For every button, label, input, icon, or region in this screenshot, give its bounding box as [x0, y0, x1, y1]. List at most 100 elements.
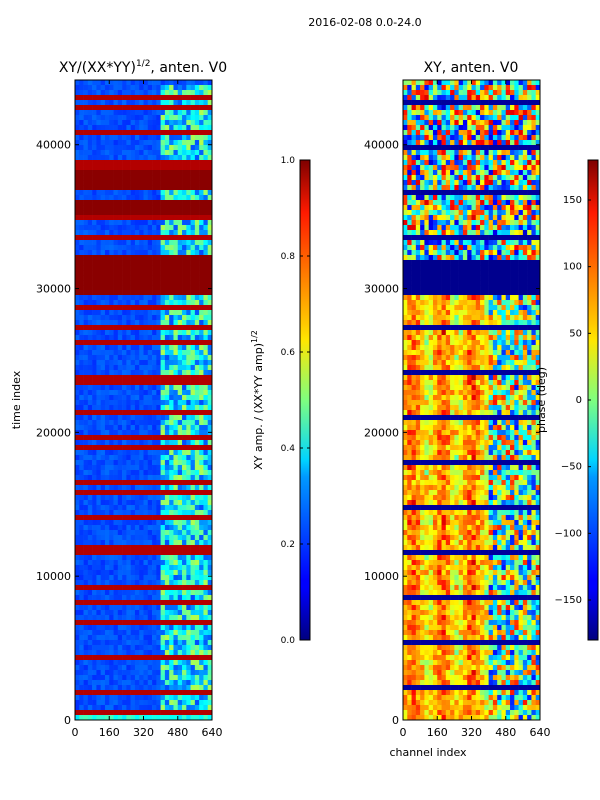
- amplitude-cell: [87, 285, 93, 291]
- phase-cell: [407, 170, 412, 176]
- amplitude-cell: [83, 255, 89, 261]
- amplitude-cell: [126, 265, 131, 271]
- amplitude-cell: [104, 375, 110, 381]
- amplitude-cell: [199, 645, 204, 651]
- phase-cell: [454, 100, 459, 106]
- amplitude-cell: [104, 335, 110, 341]
- phase-cell: [510, 125, 515, 131]
- phase-cell: [458, 145, 464, 151]
- amplitude-cell: [164, 155, 170, 161]
- phase-cell: [501, 155, 507, 161]
- amplitude-cell: [190, 85, 196, 91]
- amplitude-cell: [182, 590, 187, 596]
- amplitude-cell: [177, 230, 183, 236]
- amplitude-cell: [177, 355, 183, 361]
- amplitude-cell: [190, 165, 196, 171]
- amplitude-cell: [139, 540, 144, 546]
- amplitude-cell: [139, 160, 144, 166]
- amplitude-cell: [177, 345, 183, 351]
- amplitude-cell: [104, 300, 110, 306]
- amplitude-cell: [156, 405, 161, 411]
- amplitude-cell: [83, 665, 89, 671]
- phase-cell: [407, 130, 412, 136]
- amplitude-cell: [139, 390, 144, 396]
- amplitude-cell: [194, 375, 200, 381]
- amplitude-cell: [194, 365, 200, 371]
- amplitude-cell: [207, 105, 213, 111]
- amplitude-cell: [156, 105, 161, 111]
- amplitude-cell: [126, 545, 131, 551]
- amplitude-cell: [130, 635, 136, 641]
- phase-cell: [415, 105, 421, 111]
- amplitude-cell: [122, 110, 127, 116]
- amplitude-cell: [182, 125, 187, 131]
- amplitude-cell: [207, 495, 213, 501]
- amplitude-cell: [147, 595, 153, 601]
- amplitude-cell: [177, 115, 183, 121]
- amplitude-cell: [199, 200, 204, 206]
- amplitude-cell: [190, 635, 196, 641]
- amplitude-cell: [147, 705, 153, 711]
- amplitude-cell: [147, 170, 153, 176]
- amplitude-cell: [92, 85, 97, 91]
- amplitude-cell: [203, 325, 209, 331]
- phase-cell: [531, 85, 537, 91]
- phase-cell: [462, 135, 468, 141]
- phase-cell: [505, 180, 511, 186]
- amplitude-cell: [75, 85, 80, 91]
- amplitude-cell: [173, 420, 179, 426]
- amplitude-cell: [147, 535, 153, 541]
- amplitude-cell: [186, 110, 191, 116]
- amplitude-cell: [75, 140, 80, 146]
- amplitude-cell: [194, 440, 200, 446]
- amplitude-cell: [96, 665, 101, 671]
- amplitude-cell: [152, 645, 157, 651]
- amplitude-cell: [113, 215, 119, 221]
- amplitude-cell: [113, 670, 119, 676]
- amplitude-cell: [83, 445, 89, 451]
- phase-cell: [428, 200, 434, 206]
- phase-cell: [437, 205, 442, 211]
- amplitude-cell: [182, 695, 187, 701]
- phase-cell: [415, 165, 421, 171]
- amplitude-cell: [87, 355, 93, 361]
- amplitude-cell: [75, 510, 80, 516]
- phase-cell: [535, 145, 541, 151]
- amplitude-cell: [83, 435, 89, 441]
- amplitude-cell: [164, 605, 170, 611]
- phase-cell: [484, 170, 489, 176]
- amplitude-cell: [122, 460, 127, 466]
- phase-cell: [467, 130, 472, 136]
- amplitude-cell: [117, 355, 123, 361]
- amplitude-heatmap: [75, 80, 213, 721]
- phase-cell: [522, 135, 528, 141]
- phase-cell: [484, 155, 489, 161]
- phase-cell: [514, 185, 519, 191]
- phase-cell: [454, 80, 459, 86]
- amplitude-cell: [75, 125, 80, 131]
- phase-cell: [531, 185, 537, 191]
- amplitude-cell: [87, 695, 93, 701]
- phase-cell: [510, 175, 515, 181]
- amplitude-cell: [190, 485, 196, 491]
- amplitude-cell: [126, 610, 131, 616]
- amplitude-cell: [79, 170, 84, 176]
- amplitude-cell: [113, 550, 119, 556]
- amplitude-cell: [109, 90, 114, 96]
- amplitude-cell: [182, 460, 187, 466]
- amplitude-cell: [100, 660, 106, 666]
- amplitude-cell: [169, 520, 174, 526]
- amplitude-cell: [96, 305, 101, 311]
- amplitude-cell: [75, 405, 80, 411]
- amplitude-cell: [156, 285, 161, 291]
- phase-cell: [484, 165, 489, 171]
- amplitude-cell: [130, 245, 136, 251]
- amplitude-cell: [130, 405, 136, 411]
- phase-cell: [527, 165, 532, 171]
- amplitude-cell: [79, 225, 84, 231]
- amplitude-cell: [143, 405, 149, 411]
- amplitude-cell: [173, 340, 179, 346]
- phase-cell: [535, 155, 541, 161]
- phase-cell: [505, 160, 511, 166]
- amplitude-cell: [194, 445, 200, 451]
